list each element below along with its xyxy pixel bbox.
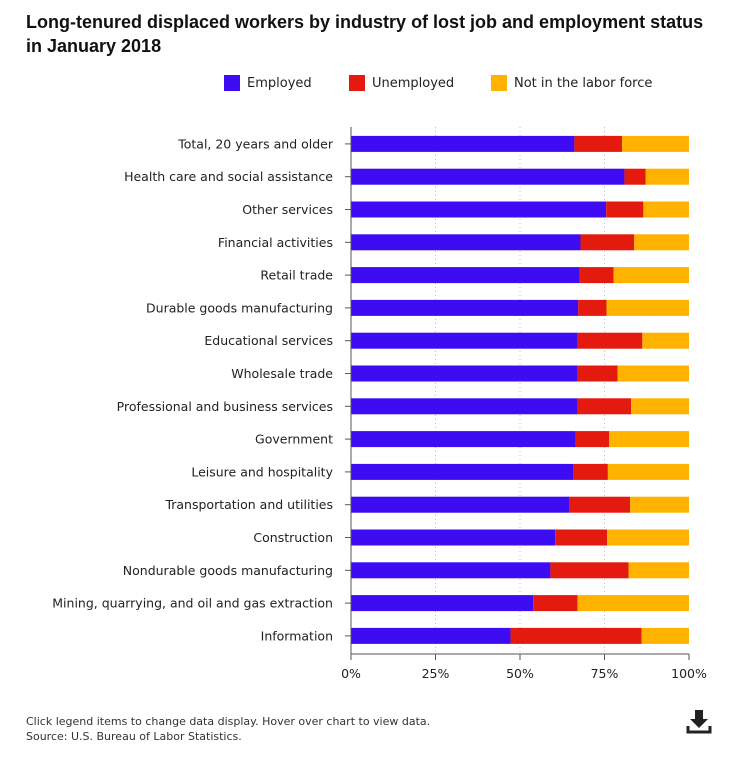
x-tick-label-2: 50%: [506, 666, 534, 681]
category-label-14: Mining, quarrying, and oil and gas extra…: [52, 596, 333, 611]
chart-legend: Employed Unemployed Not in the labor for…: [0, 73, 749, 95]
legend-swatch-employed: [224, 75, 240, 91]
bar-1-1[interactable]: [624, 168, 646, 185]
bar-1-2[interactable]: [645, 168, 689, 185]
x-tick-label-4: 100%: [671, 666, 707, 681]
bar-15-0[interactable]: [351, 627, 511, 644]
bar-3-0[interactable]: [351, 234, 581, 251]
legend-item-unemployed[interactable]: Unemployed: [349, 73, 454, 93]
chart-footer: Click legend items to change data displa…: [26, 714, 430, 744]
bar-15-1[interactable]: [510, 627, 642, 644]
category-label-11: Transportation and utilities: [164, 497, 333, 512]
bar-11-0[interactable]: [351, 496, 570, 513]
footer-note: Click legend items to change data displa…: [26, 715, 431, 728]
bar-0-1[interactable]: [574, 135, 623, 152]
bar-9-0[interactable]: [351, 431, 576, 448]
bar-7-2[interactable]: [617, 365, 689, 382]
bar-13-0[interactable]: [351, 562, 551, 579]
bar-7-1[interactable]: [577, 365, 618, 382]
bar-7-0[interactable]: [351, 365, 578, 382]
bar-8-2[interactable]: [631, 398, 689, 415]
category-label-2: Other services: [242, 202, 333, 217]
category-label-3: Financial activities: [218, 235, 333, 250]
bar-6-0[interactable]: [351, 332, 578, 349]
bar-5-2[interactable]: [606, 299, 689, 316]
bar-11-2[interactable]: [630, 496, 689, 513]
bar-1-0[interactable]: [351, 168, 625, 185]
footer-source: Source: U.S. Bureau of Labor Statistics.: [26, 730, 242, 743]
legend-item-employed[interactable]: Employed: [224, 73, 312, 93]
bar-2-1[interactable]: [606, 201, 644, 218]
category-label-12: Construction: [253, 530, 333, 545]
category-label-7: Wholesale trade: [231, 366, 333, 381]
bar-0-2[interactable]: [622, 135, 689, 152]
bar-12-0[interactable]: [351, 529, 556, 546]
bar-5-1[interactable]: [578, 299, 607, 316]
bar-14-2[interactable]: [577, 595, 689, 612]
bar-10-0[interactable]: [351, 463, 574, 480]
category-label-6: Educational services: [204, 333, 333, 348]
bar-2-0[interactable]: [351, 201, 607, 218]
download-icon[interactable]: [686, 708, 712, 734]
legend-swatch-unemployed: [349, 75, 365, 91]
bar-4-0[interactable]: [351, 267, 580, 284]
chart-title: Long-tenured displaced workers by indust…: [26, 12, 704, 56]
category-label-8: Professional and business services: [117, 399, 333, 414]
legend-label-unemployed: Unemployed: [372, 75, 455, 91]
bar-3-2[interactable]: [634, 234, 689, 251]
bar-11-1[interactable]: [569, 496, 631, 513]
category-label-4: Retail trade: [260, 268, 333, 283]
bar-4-1[interactable]: [579, 267, 614, 284]
bar-9-2[interactable]: [609, 431, 689, 448]
legend-swatch-not-in-labor-force: [491, 75, 507, 91]
bar-15-2[interactable]: [641, 627, 689, 644]
bar-14-1[interactable]: [533, 595, 578, 612]
bar-4-2[interactable]: [613, 267, 689, 284]
bar-10-1[interactable]: [573, 463, 608, 480]
bar-13-1[interactable]: [550, 562, 629, 579]
bar-8-1[interactable]: [577, 398, 632, 415]
category-label-1: Health care and social assistance: [124, 169, 333, 184]
bar-6-1[interactable]: [577, 332, 643, 349]
bar-2-2[interactable]: [643, 201, 689, 218]
legend-item-not-in-labor-force[interactable]: Not in the labor force: [491, 73, 652, 93]
bar-12-1[interactable]: [555, 529, 608, 546]
x-tick-label-0: 0%: [341, 666, 361, 681]
bar-10-2[interactable]: [607, 463, 689, 480]
category-label-9: Government: [255, 432, 333, 447]
bar-6-2[interactable]: [642, 332, 689, 349]
bar-13-2[interactable]: [628, 562, 689, 579]
category-label-13: Nondurable goods manufacturing: [123, 563, 333, 578]
legend-label-employed: Employed: [247, 75, 312, 91]
legend-label-not-in-labor-force: Not in the labor force: [514, 75, 653, 91]
x-tick-label-3: 75%: [591, 666, 619, 681]
category-label-0: Total, 20 years and older: [177, 136, 334, 151]
bar-14-0[interactable]: [351, 595, 534, 612]
bar-12-2[interactable]: [607, 529, 689, 546]
category-label-5: Durable goods manufacturing: [146, 300, 333, 315]
stacked-bar-chart[interactable]: Total, 20 years and older Health care and…: [0, 0, 749, 700]
bar-0-0[interactable]: [351, 135, 575, 152]
bar-5-0[interactable]: [351, 299, 579, 316]
category-label-15: Information: [261, 628, 333, 643]
download-icon-graphic: [686, 710, 712, 734]
x-tick-label-1: 25%: [422, 666, 450, 681]
bar-8-0[interactable]: [351, 398, 578, 415]
bar-9-1[interactable]: [575, 431, 610, 448]
category-label-10: Leisure and hospitality: [191, 464, 333, 479]
bar-3-1[interactable]: [580, 234, 635, 251]
